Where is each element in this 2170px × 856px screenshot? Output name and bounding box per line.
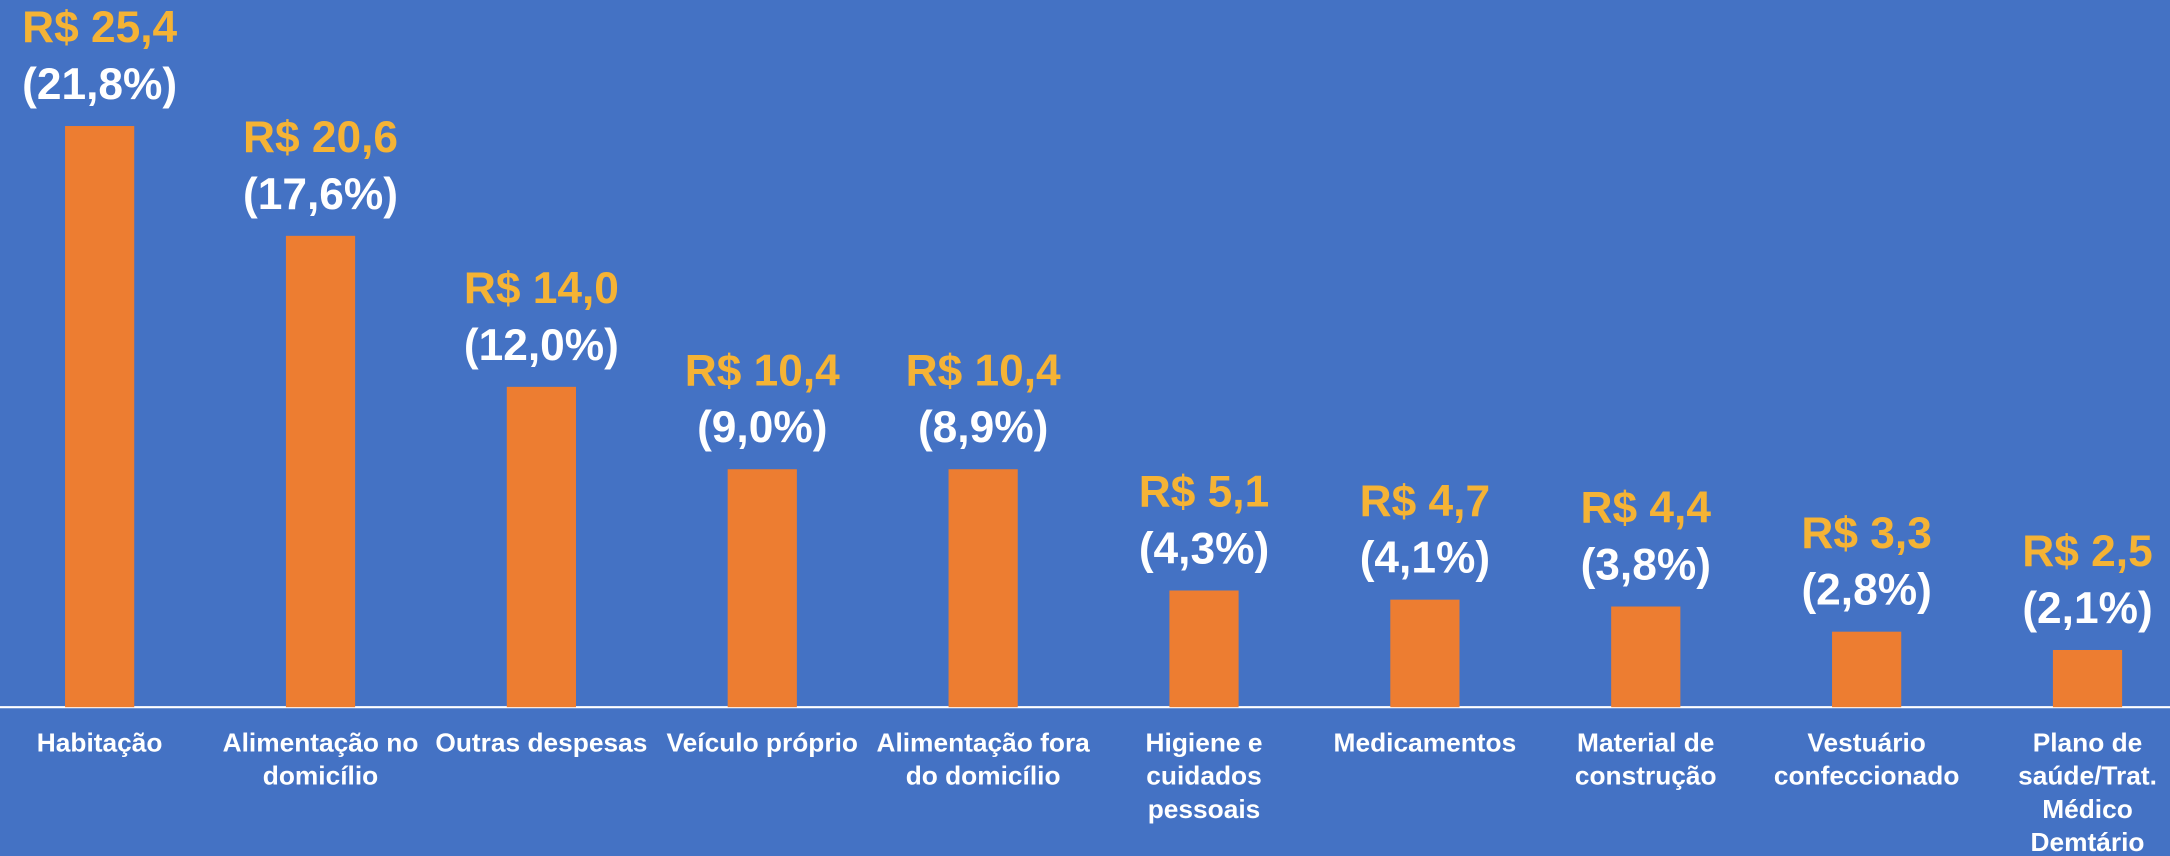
value-label: R$ 2,5: [2022, 527, 2152, 576]
bar: [1832, 631, 1902, 708]
value-label: R$ 10,4: [906, 346, 1061, 395]
x-tick-label: Outras despesas: [435, 729, 648, 759]
bar: [948, 469, 1018, 708]
x-tick-label: Higiene e cuidados pessoais: [1145, 729, 1263, 825]
share-label: (21,8%): [22, 60, 177, 109]
share-label: (8,9%): [918, 403, 1048, 452]
value-label: R$ 3,3: [1801, 509, 1931, 558]
x-tick-label: Vestuário confeccionado: [1773, 729, 1960, 792]
bar: [285, 235, 356, 708]
bar: [1611, 606, 1681, 708]
value-label: R$ 10,4: [685, 346, 840, 395]
bar: [1390, 599, 1460, 708]
bar: [1169, 590, 1239, 708]
value-label: R$ 20,6: [243, 113, 398, 162]
value-label: R$ 25,4: [22, 3, 177, 52]
x-tick-label: Alimentação no domicílio: [222, 729, 419, 792]
x-tick-label: Plano de saúde/Trat. Médico Demtário: [2018, 729, 2157, 856]
value-label: R$ 4,4: [1581, 484, 1712, 533]
share-label: (2,8%): [1801, 566, 1931, 615]
share-label: (3,8%): [1581, 540, 1711, 589]
share-label: (17,6%): [243, 170, 398, 219]
value-label: R$ 4,7: [1360, 477, 1490, 526]
bar: [2052, 649, 2123, 708]
x-tick-label: Alimentação fora do domicílio: [876, 729, 1090, 792]
bar: [65, 126, 135, 708]
x-tick-label: Medicamentos: [1333, 729, 1517, 759]
share-label: (4,3%): [1139, 524, 1269, 573]
x-tick-label: Veículo próprio: [666, 729, 858, 759]
share-label: (9,0%): [697, 403, 827, 452]
share-label: (4,1%): [1360, 534, 1490, 583]
x-tick-label: Material de construção: [1574, 729, 1717, 792]
bar: [506, 386, 576, 708]
share-label: (2,1%): [2022, 584, 2152, 633]
value-label: R$ 14,0: [464, 264, 619, 313]
bar: [727, 469, 797, 708]
x-tick-label: Habitação: [36, 729, 163, 759]
share-label: (12,0%): [464, 321, 619, 370]
value-label: R$ 5,1: [1139, 468, 1269, 517]
